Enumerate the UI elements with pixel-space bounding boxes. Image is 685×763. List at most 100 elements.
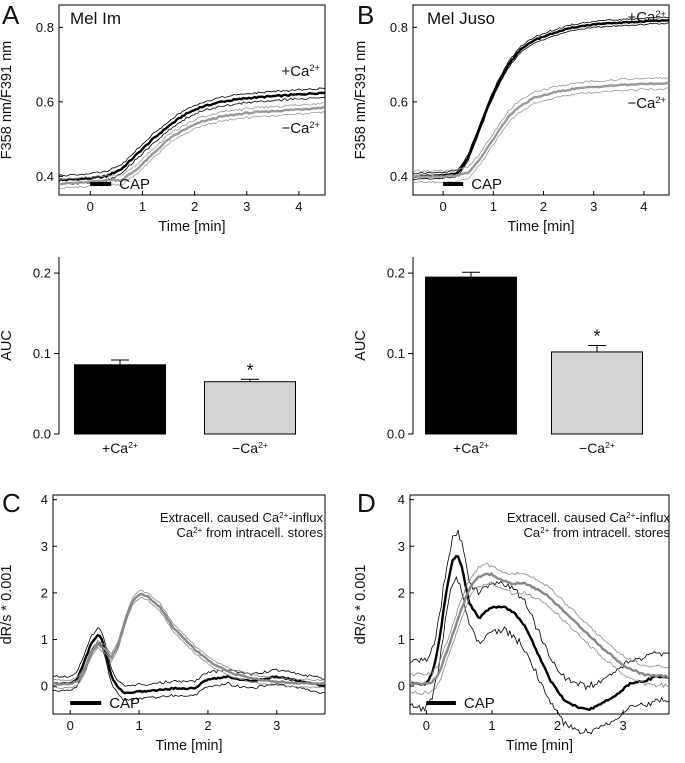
stimulus-label: CAP — [119, 176, 150, 193]
x-tick-label: 2 — [204, 718, 211, 733]
y-tick-label: 0.8 — [390, 20, 408, 35]
panel-a-title: Mel Im — [70, 9, 121, 28]
y-axis-label: AUC — [353, 330, 369, 361]
x-axis-label: Time [min] — [155, 738, 222, 754]
y-tick-label: 0.8 — [36, 20, 54, 35]
x-tick-label: 3 — [273, 718, 280, 733]
x-tick-label: 2 — [554, 718, 561, 733]
x-tick-label: 1 — [488, 718, 495, 733]
y-tick-label: 0.6 — [390, 94, 408, 109]
panel-letter-b: B — [357, 0, 374, 30]
x-category-label: −Ca2+ — [232, 440, 268, 456]
y-axis-label: dR/s * 0.001 — [0, 565, 15, 645]
series-mean-line — [409, 571, 670, 686]
y-tick-label: 0 — [398, 679, 405, 694]
series-lower-error-line — [409, 575, 670, 735]
y-axis-label: dR/s * 0.001 — [353, 565, 369, 645]
x-tick-label: 1 — [139, 199, 146, 214]
y-tick-label: 0.6 — [36, 94, 54, 109]
plot-frame — [412, 4, 670, 196]
x-category-label: +Ca2+ — [102, 440, 138, 456]
series-mean-line — [412, 81, 670, 179]
bar — [425, 276, 517, 435]
series-lower-error-line — [52, 597, 326, 689]
y-tick-label: 0.1 — [33, 346, 51, 361]
series-upper-error-line — [412, 76, 670, 173]
series-mean-line — [58, 105, 326, 186]
series-upper-error-line — [52, 627, 326, 687]
y-tick-label: 0.4 — [36, 169, 54, 184]
y-tick-label: 2 — [398, 585, 405, 600]
y-tick-label: 1 — [398, 632, 405, 647]
y-tick-label: 0.0 — [33, 427, 51, 442]
series-mean-line — [412, 19, 670, 179]
x-tick-label: 2 — [191, 199, 198, 214]
series-upper-error-line — [409, 529, 670, 691]
x-tick-label: 0 — [87, 199, 94, 214]
y-tick-label: 4 — [398, 492, 405, 507]
x-tick-label: 3 — [243, 199, 250, 214]
chart-a-bar: 0.0 0.1 0.2 AUC +Ca2+ * −Ca2+ — [0, 257, 296, 456]
series-upper-error-line — [409, 563, 670, 677]
series-label: +Ca2+ — [627, 9, 666, 26]
x-axis-label: Time [min] — [506, 738, 573, 754]
legend-entry: Extracell. caused Ca2+-influx — [507, 510, 671, 525]
legend-entry: Extracell. caused Ca2+-influx — [160, 510, 324, 525]
x-tick-label: 3 — [619, 718, 626, 733]
bar — [74, 364, 166, 435]
x-tick-label: 3 — [590, 199, 597, 214]
chart-a-line: 0 1 2 3 4 0.4 0.6 0.8 Time [min] F358 nm/F391 nm +… — [0, 4, 326, 235]
y-axis-label: AUC — [0, 330, 15, 361]
panel-letter-c: C — [2, 488, 21, 518]
series-mean-line — [52, 633, 326, 695]
x-tick-label: 4 — [640, 199, 647, 214]
x-axis-label: Time [min] — [507, 219, 574, 235]
y-tick-label: 0.2 — [33, 266, 51, 281]
y-tick-label: 0.0 — [387, 427, 405, 442]
series-lower-error-line — [409, 581, 670, 695]
series-upper-error-line — [52, 590, 326, 682]
series-lower-error-line — [412, 87, 670, 184]
series-mean-line — [409, 554, 669, 712]
x-axis-label: Time [min] — [158, 219, 225, 235]
y-tick-label: 3 — [41, 539, 48, 554]
y-tick-label: 2 — [41, 585, 48, 600]
panel-b-title: Mel Juso — [427, 9, 495, 28]
legend-entry: Ca2+ from intracell. stores — [177, 525, 324, 540]
y-tick-label: 4 — [41, 492, 48, 507]
x-tick-label: 1 — [135, 718, 142, 733]
plot-frame — [409, 494, 670, 715]
significance-marker: * — [246, 360, 253, 380]
x-tick-label: 1 — [490, 199, 497, 214]
stimulus-label: CAP — [109, 695, 140, 712]
stimulus-label: CAP — [464, 695, 495, 712]
bar — [551, 351, 643, 435]
y-tick-label: 0.4 — [390, 169, 408, 184]
panel-letter-d: D — [357, 488, 376, 518]
chart-b-bar: 0.0 0.1 0.2 AUC +Ca2+ * −Ca2+ — [353, 257, 643, 456]
x-tick-label: 2 — [540, 199, 547, 214]
y-tick-label: 1 — [41, 632, 48, 647]
y-axis-label: F358 nm/F391 nm — [0, 41, 15, 159]
significance-marker: * — [593, 327, 600, 347]
y-tick-label: 3 — [398, 539, 405, 554]
series-label: −Ca2+ — [281, 120, 320, 137]
x-tick-label: 4 — [295, 199, 302, 214]
series-upper-error-line — [412, 16, 670, 175]
plot-frame — [58, 4, 326, 196]
x-category-label: +Ca2+ — [453, 440, 489, 456]
series-upper-error-line — [58, 87, 326, 177]
x-tick-label: 0 — [440, 199, 447, 214]
x-category-label: −Ca2+ — [579, 440, 615, 456]
panel-letter-a: A — [2, 0, 20, 30]
y-axis-label: F358 nm/F391 nm — [353, 41, 369, 159]
chart-d-line: 0 1 2 3 0 1 2 3 4 Time [min] dR/s * 0.001 CAP Extrac… — [353, 492, 670, 754]
y-tick-label: 0 — [41, 679, 48, 694]
x-tick-label: 0 — [423, 718, 430, 733]
series-label: −Ca2+ — [627, 95, 666, 112]
y-tick-label: 0.2 — [387, 266, 405, 281]
x-tick-label: 0 — [67, 718, 74, 733]
plot-frame — [52, 494, 326, 715]
bar — [204, 381, 296, 435]
